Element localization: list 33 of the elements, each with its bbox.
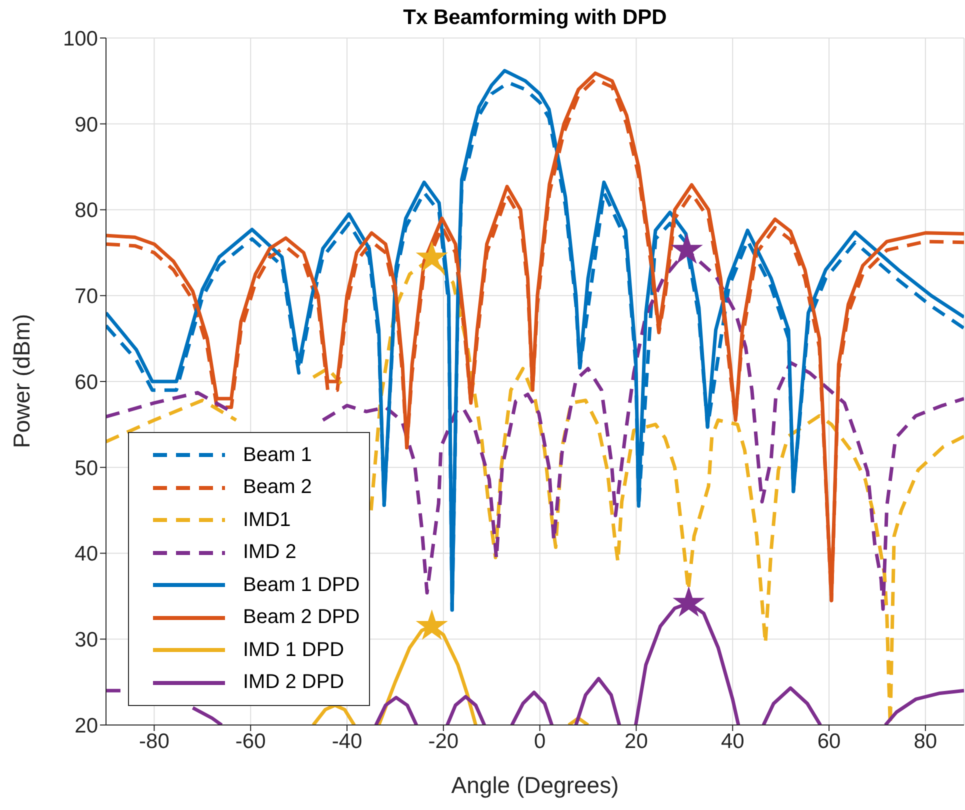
legend-label: IMD 2 DPD	[243, 671, 344, 694]
legend-label: Beam 1	[243, 444, 312, 467]
x-axis-title: Angle (Degrees)	[450, 772, 620, 799]
y-tick-label: 30	[74, 628, 98, 652]
y-axis-title: Power (dBm)	[8, 314, 36, 448]
y-tick-label: 70	[74, 285, 98, 308]
point	[416, 609, 448, 640]
chart-title: Tx Beamforming with DPD	[402, 6, 668, 30]
legend-label: IMD 2	[243, 541, 296, 564]
y-tick-label: 50	[74, 456, 98, 480]
legend-label: Beam 2	[243, 476, 312, 500]
x-tick-label: -20	[428, 730, 459, 753]
y-tick-label: 90	[74, 113, 98, 136]
x-tick-label: 40	[720, 730, 744, 753]
x-tick-label: -40	[332, 730, 362, 753]
x-tick-label: 0	[534, 730, 546, 753]
x-tick-label: 80	[914, 730, 938, 753]
x-tick-label: -80	[139, 730, 170, 753]
legend-label: IMD1	[243, 508, 291, 532]
point	[672, 586, 705, 617]
y-tick-label: 60	[74, 370, 98, 394]
y-tick-label: 100	[62, 27, 98, 50]
legend-label: Beam 1 DPD	[243, 574, 360, 597]
x-tick-label: 20	[624, 730, 648, 753]
x-tick-label: -60	[235, 730, 266, 753]
legend-label: Beam 2 DPD	[243, 606, 360, 630]
y-tick-label: 40	[74, 542, 98, 566]
y-tick-label: 80	[74, 199, 98, 222]
point	[670, 233, 703, 264]
x-tick-label: 60	[817, 730, 841, 753]
legend-label: IMD 1 DPD	[243, 638, 344, 662]
y-tick-label: 20	[74, 714, 98, 738]
point	[416, 240, 448, 272]
